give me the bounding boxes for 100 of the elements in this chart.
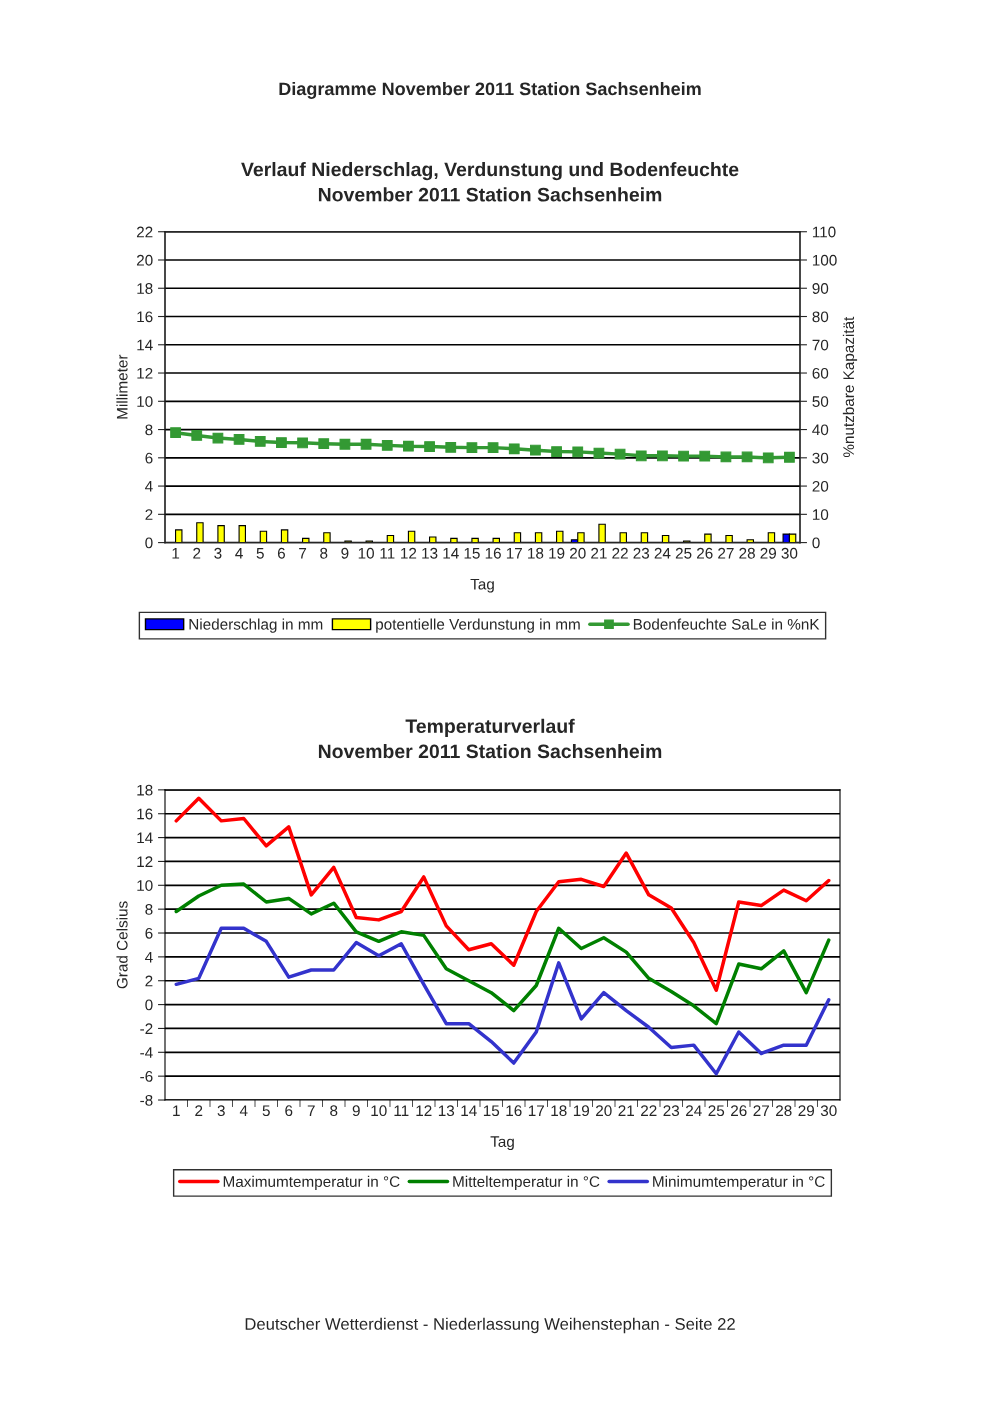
x-tick-label: 28 — [776, 1105, 792, 1117]
x-tick-label: 21 — [591, 547, 607, 559]
x-tick-label: 30 — [781, 547, 798, 559]
y2-tick-label: 10 — [812, 509, 829, 521]
x-tick-label: 26 — [697, 547, 713, 559]
x-tick-label: 9 — [352, 1105, 360, 1117]
x-tick-label: 19 — [573, 1105, 590, 1117]
y2-axis-title: %nutzbare Kapazität — [842, 316, 858, 458]
y-tick-label: 22 — [136, 226, 153, 238]
y-tick-label: 6 — [145, 927, 153, 939]
x-tick-label: 11 — [380, 548, 395, 559]
x-tick-label: 16 — [506, 1105, 522, 1117]
x-tick-label: 24 — [654, 547, 671, 559]
x-tick-label: 18 — [551, 1105, 567, 1117]
x-tick-label: 8 — [320, 547, 328, 559]
x-tick-label: 1 — [173, 1105, 180, 1116]
y-tick-label: -6 — [140, 1071, 153, 1082]
x-tick-label: 13 — [438, 1105, 455, 1117]
x-tick-label: 22 — [612, 547, 628, 559]
x-tick-label: 7 — [299, 548, 307, 559]
x-tick-label: 14 — [443, 548, 459, 559]
legend-label: potentielle Verdunstung in mm — [376, 618, 580, 633]
x-tick-label: 23 — [663, 1105, 680, 1117]
y2-tick-label: 0 — [812, 537, 820, 549]
x-tick-label: 20 — [570, 547, 586, 559]
x-tick-label: 16 — [485, 547, 501, 559]
y2-tick-label: 40 — [812, 424, 829, 436]
x-tick-label: 6 — [285, 1105, 293, 1117]
x-tick-label: 21 — [618, 1105, 634, 1116]
x-axis-title: Tag — [490, 1136, 514, 1151]
y-tick-label: 14 — [137, 832, 153, 844]
legend-label: Niederschlag in mm — [189, 618, 323, 633]
x-tick-label: 11 — [394, 1105, 409, 1116]
y-tick-label: 0 — [145, 537, 153, 549]
y2-tick-label: 80 — [812, 311, 829, 323]
x-tick-label: 29 — [798, 1105, 815, 1117]
y-axis-title: Millimeter — [116, 354, 128, 419]
x-tick-label: 1 — [172, 548, 180, 559]
x-tick-label: 25 — [708, 1105, 725, 1117]
y-tick-label: 8 — [145, 424, 153, 436]
y2-tick-label: 60 — [812, 367, 829, 379]
y-tick-label: 6 — [145, 452, 153, 464]
y-tick-label: 20 — [136, 254, 153, 266]
x-tick-label: 4 — [235, 548, 243, 559]
y-tick-label: 18 — [137, 784, 153, 796]
y-tick-label: -8 — [140, 1094, 153, 1106]
x-tick-label: 27 — [718, 547, 734, 559]
x-tick-label: 5 — [262, 1105, 270, 1117]
y2-tick-label: 110 — [812, 226, 836, 238]
x-tick-label: 29 — [760, 547, 777, 559]
x-tick-label: 23 — [633, 547, 650, 559]
x-tick-label: 10 — [358, 547, 374, 559]
x-tick-label: 8 — [330, 1105, 338, 1117]
legend-label: Bodenfeuchte SaLe in %nK — [633, 618, 820, 630]
x-tick-label: 17 — [528, 1105, 544, 1116]
x-tick-label: 26 — [731, 1105, 747, 1117]
x-tick-label: 7 — [307, 1105, 315, 1116]
x-tick-label: 20 — [596, 1105, 612, 1117]
x-axis-title: Tag — [470, 578, 494, 593]
x-tick-label: 15 — [483, 1105, 500, 1117]
y-tick-label: 12 — [137, 367, 153, 379]
x-tick-label: 18 — [528, 547, 544, 559]
x-tick-label: 27 — [753, 1105, 769, 1116]
x-tick-label: 9 — [341, 547, 349, 559]
y-tick-label: -2 — [140, 1023, 153, 1034]
x-tick-label: 12 — [416, 1105, 432, 1116]
y-tick-label: 10 — [137, 880, 153, 891]
y-tick-label: 0 — [145, 999, 153, 1011]
y-tick-label: 8 — [145, 904, 153, 915]
x-tick-label: 2 — [193, 547, 201, 559]
y-tick-label: 2 — [145, 509, 153, 520]
x-tick-label: 13 — [422, 547, 438, 559]
y2-tick-label: 70 — [812, 339, 829, 351]
legend-label: Mitteltemperatur in °C — [453, 1175, 600, 1191]
x-tick-label: 25 — [675, 547, 692, 559]
y2-tick-label: 100 — [812, 254, 837, 266]
y2-tick-label: 90 — [812, 283, 829, 294]
text: Deutscher Wetterdienst - Niederlassung Weihenstephan - Seite 22 — [245, 1317, 735, 1334]
y-tick-label: 16 — [137, 808, 153, 820]
chart-title: Verlauf Niederschlag, Verdunstung und Bodenfeuchte November 2011 Station Sachsenheim — [241, 162, 739, 202]
x-tick-label: 5 — [256, 548, 264, 559]
chart-title: Temperaturverlauf November 2011 Station Sachsenheim — [318, 718, 662, 759]
y-tick-label: -4 — [140, 1047, 153, 1058]
y-tick-label: 4 — [145, 951, 153, 963]
x-tick-label: 24 — [686, 1105, 702, 1116]
x-tick-label: 3 — [217, 1105, 225, 1117]
x-tick-label: 12 — [401, 547, 417, 559]
x-tick-label: 2 — [195, 1105, 203, 1116]
y-tick-label: 18 — [137, 283, 153, 294]
text: Diagramme November 2011 Station Sachsenheim — [279, 81, 701, 99]
x-tick-label: 15 — [464, 548, 480, 559]
legend-label: Maximumtemperatur in °C — [223, 1175, 400, 1191]
y-tick-label: 16 — [137, 311, 153, 323]
x-tick-label: 10 — [371, 1105, 387, 1117]
y2-tick-label: 20 — [812, 480, 829, 492]
y2-tick-label: 50 — [812, 396, 829, 407]
y-axis-title: Grad Celsius — [116, 901, 128, 989]
legend-label: Minimumtemperatur in °C — [653, 1175, 825, 1191]
y2-tick-label: 30 — [812, 452, 829, 464]
x-tick-label: 3 — [214, 547, 222, 559]
